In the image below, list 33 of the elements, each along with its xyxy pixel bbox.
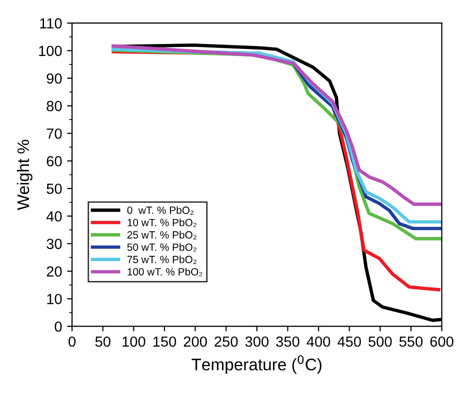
x-tick-label: 550 bbox=[399, 336, 423, 347]
y-tick-label: 100 bbox=[39, 46, 62, 56]
y-tick-label: 110 bbox=[40, 18, 62, 29]
x-tick-label: 150 bbox=[153, 336, 176, 347]
x-tick-label: 400 bbox=[306, 336, 330, 347]
legend-label: 10 wT. % PbO₂ bbox=[128, 218, 196, 228]
y-tick-label: 80 bbox=[46, 100, 62, 112]
x-tick-label: 300 bbox=[245, 336, 269, 347]
legend-label: 50 wT. % PbO₂ bbox=[127, 243, 196, 252]
x-tick-label: 200 bbox=[184, 336, 207, 347]
legend-label: 75 wT. % PbO₂ bbox=[127, 256, 196, 264]
x-tick-label: 600 bbox=[430, 336, 454, 347]
legend-label: 0 wT. % PbO₂ bbox=[127, 206, 194, 215]
x-tick-label: 450 bbox=[338, 336, 361, 347]
x-tick-label: 250 bbox=[214, 336, 238, 347]
y-tick-label: 0 bbox=[54, 321, 62, 332]
x-tick-label: 350 bbox=[276, 336, 300, 347]
y-tick-label: 70 bbox=[46, 128, 62, 139]
x-tick-label: 0 bbox=[68, 336, 76, 347]
legend-label: 25 wT. % PbO₂ bbox=[127, 230, 196, 240]
y-tick-label: 50 bbox=[46, 184, 62, 194]
y-tick-label: 10 bbox=[47, 294, 62, 304]
x-tick-label: 500 bbox=[368, 336, 392, 347]
y-tick-label: 30 bbox=[46, 238, 62, 250]
y-tick-label: 90 bbox=[46, 73, 62, 84]
y-tick-label: 40 bbox=[46, 211, 62, 222]
x-axis-title: Temperature ($^{0}$C) bbox=[192, 355, 322, 374]
x-tick-label: 50 bbox=[95, 336, 110, 347]
y-axis-title: Weight % bbox=[16, 140, 32, 210]
legend-label: 100 wT. % PbO₂ bbox=[128, 268, 202, 276]
x-tick-label: 100 bbox=[122, 336, 146, 347]
y-tick-label: 60 bbox=[46, 156, 62, 166]
y-tick-label: 20 bbox=[46, 266, 62, 277]
